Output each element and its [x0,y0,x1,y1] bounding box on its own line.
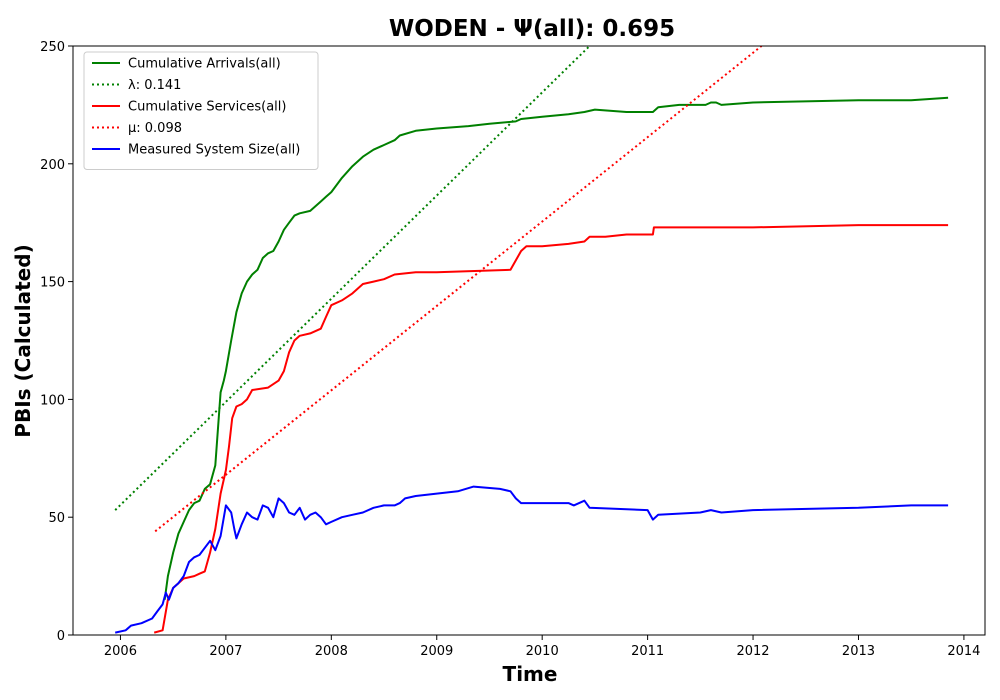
x-tick-label: 2007 [209,644,242,659]
x-tick-label: 2010 [526,644,559,659]
y-axis-label: PBIs (Calculated) [11,244,35,437]
y-axis: 0 50 100 150 200 250 [40,40,73,644]
legend: Cumulative Arrivals(all) λ: 0.141 Cumulati… [84,52,318,170]
y-tick-label: 150 [40,276,65,291]
legend-label: μ: 0.098 [128,121,182,136]
x-tick-label: 2006 [104,644,137,659]
x-tick-label: 2014 [947,644,980,659]
y-tick-label: 200 [40,158,65,173]
x-tick-label: 2013 [842,644,875,659]
x-tick-label: 2011 [631,644,664,659]
legend-label: Cumulative Arrivals(all) [128,57,281,72]
series-line-0 [165,98,948,600]
x-axis-label: Time [503,662,558,686]
x-tick-label: 2012 [736,644,769,659]
series-line-4 [115,487,948,633]
x-tick-label: 2009 [420,644,453,659]
legend-label: Measured System Size(all) [128,143,300,158]
y-tick-label: 50 [48,511,65,526]
y-tick-label: 100 [40,393,65,408]
legend-label: Cumulative Services(all) [128,100,286,115]
series-line-2 [154,225,948,632]
legend-label: λ: 0.141 [128,78,181,93]
chart-title: WODEN - Ψ(all): 0.695 [389,16,675,42]
y-tick-label: 0 [57,629,65,644]
x-axis: 2006 2007 2008 2009 2010 2011 2012 2013 2014 [104,635,981,659]
y-tick-label: 250 [40,40,65,55]
x-tick-label: 2008 [315,644,348,659]
